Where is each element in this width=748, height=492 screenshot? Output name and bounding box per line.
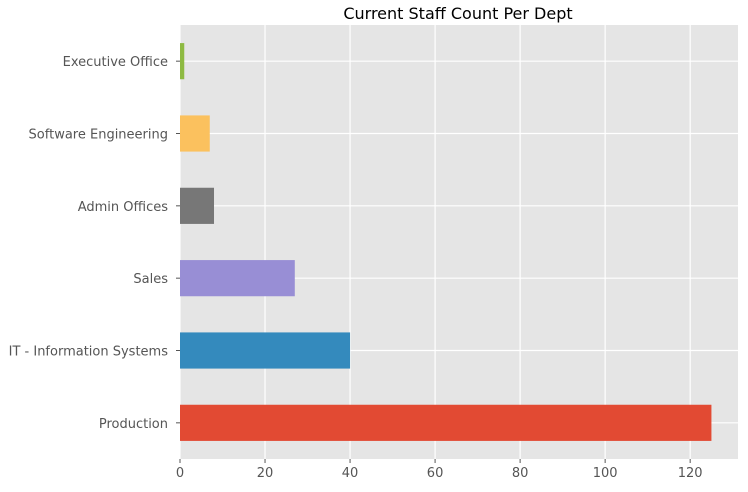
- bar: [180, 43, 185, 80]
- x-ticks: 0 20 40 60 80 100 120: [176, 459, 703, 481]
- x-tick-label: 60: [427, 466, 444, 481]
- y-tick-label: IT - Information Systems: [9, 345, 169, 360]
- x-tick-label: 40: [342, 466, 359, 481]
- chart-title: Current Staff Count Per Dept: [343, 4, 572, 23]
- bar: [180, 115, 210, 152]
- x-tick-label: 0: [176, 466, 184, 481]
- x-tick-label: 100: [593, 466, 618, 481]
- y-tick-label: Sales: [133, 272, 168, 287]
- y-tick-label: Production: [99, 417, 168, 432]
- y-tick-label: Admin Offices: [78, 200, 169, 215]
- y-tick-labels: Production IT - Information Systems Sales A…: [9, 55, 180, 432]
- y-tick-label: Software Engineering: [29, 128, 168, 143]
- y-tick-label: Executive Office: [63, 55, 168, 70]
- x-tick-label: 20: [257, 466, 274, 481]
- bar: [180, 404, 712, 441]
- x-tick-label: 80: [512, 466, 529, 481]
- plot-area: [180, 25, 738, 459]
- x-tick-label: 120: [678, 466, 703, 481]
- bars: [180, 43, 712, 441]
- bar: [180, 332, 351, 369]
- grid-lines: [179, 25, 738, 459]
- bar: [180, 260, 295, 297]
- bar: [180, 187, 215, 224]
